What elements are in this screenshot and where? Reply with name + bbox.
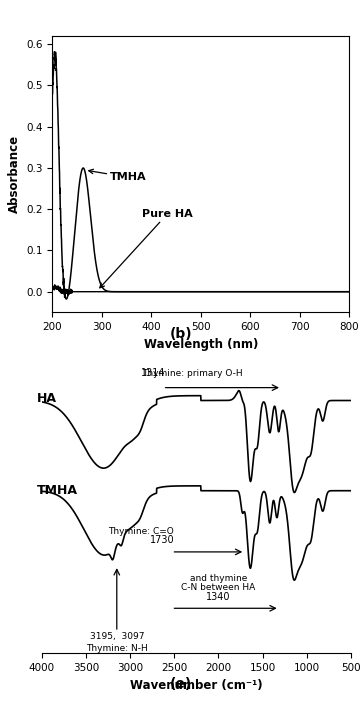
Text: Thymine: C=O: Thymine: C=O: [109, 527, 174, 536]
X-axis label: Wavenumber (cm⁻¹): Wavenumber (cm⁻¹): [130, 679, 263, 691]
Text: 1314: 1314: [141, 368, 165, 378]
Text: HA: HA: [37, 393, 57, 406]
Text: 3195,  3097: 3195, 3097: [89, 633, 144, 641]
Text: Thymine: N-H: Thymine: N-H: [86, 644, 148, 653]
Text: Pure HA: Pure HA: [100, 210, 192, 288]
Text: 1340: 1340: [206, 592, 231, 602]
Text: (b): (b): [170, 327, 192, 341]
Text: TMHA: TMHA: [89, 169, 146, 182]
Text: TMHA: TMHA: [37, 484, 78, 497]
Y-axis label: Absorbance: Absorbance: [8, 135, 21, 213]
Text: 1730: 1730: [150, 536, 174, 546]
Text: (e): (e): [170, 676, 192, 691]
Text: Thymine: primary O-H: Thymine: primary O-H: [142, 369, 242, 378]
X-axis label: Wavelength (nm): Wavelength (nm): [144, 337, 258, 350]
Text: and thymine: and thymine: [190, 574, 247, 582]
Text: C-N between HA: C-N between HA: [181, 583, 256, 592]
